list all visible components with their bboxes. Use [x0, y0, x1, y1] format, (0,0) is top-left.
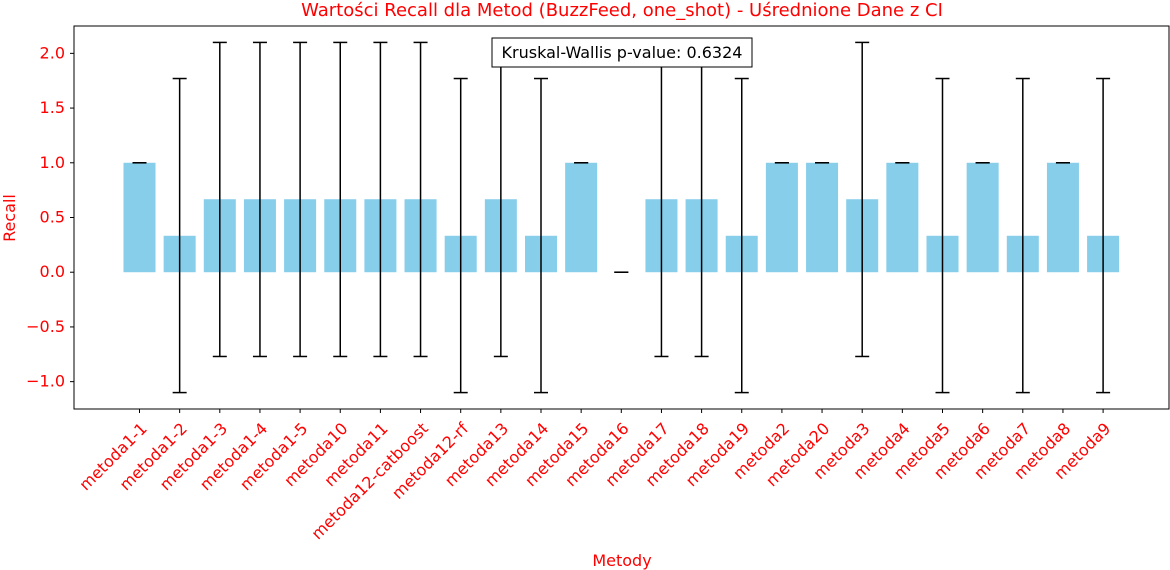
bar-metoda8: [1046, 162, 1079, 273]
axes-frame: [73, 25, 1170, 410]
error-bar-metoda10: [333, 41, 348, 358]
y-tick-label: 0.0: [40, 262, 65, 281]
x-axis-label: Metody: [592, 551, 651, 570]
y-tick-label: 2.0: [40, 43, 65, 62]
error-bar-metoda7: [1015, 77, 1030, 394]
error-bar-metoda19: [734, 77, 749, 394]
error-bar-metoda9: [1096, 77, 1111, 394]
error-bar-metoda1-2: [172, 77, 187, 394]
bar-metoda4: [886, 162, 919, 273]
error-bar-metoda5: [935, 77, 950, 394]
error-bar-metoda1-4: [252, 41, 267, 358]
y-tick-label: −0.5: [26, 317, 65, 336]
axes: −1.0−0.50.00.51.01.52.0metoda1-1metoda1-…: [26, 25, 1170, 543]
chart-title: Wartości Recall dla Metod (BuzzFeed, one…: [301, 0, 943, 21]
bar-metoda20: [806, 162, 839, 273]
error-bar-metoda11: [373, 41, 388, 358]
y-tick-label: −1.0: [26, 372, 65, 391]
error-bar-metoda14: [534, 77, 548, 394]
error-bar-metoda3: [855, 41, 870, 358]
bar-metoda2: [765, 162, 798, 273]
error-bar-metoda1-5: [293, 41, 308, 358]
annotation-text: Kruskal-Wallis p-value: 0.6324: [502, 43, 743, 62]
error-bar-metoda12-catboost: [413, 41, 428, 358]
bar-metoda15: [565, 162, 598, 273]
y-tick-label: 0.5: [40, 208, 65, 227]
bar-metoda1-1: [123, 162, 156, 273]
kruskal-wallis-annotation: Kruskal-Wallis p-value: 0.6324: [491, 37, 753, 68]
plot-area: [123, 41, 1120, 394]
bar-metoda6: [966, 162, 999, 273]
y-tick-label: 1.0: [40, 153, 65, 172]
error-bar-metoda1-3: [212, 41, 227, 358]
error-bar-metoda12-rf: [453, 77, 468, 394]
y-tick-label: 1.5: [40, 98, 65, 117]
y-axis-label: Recall: [0, 194, 19, 242]
